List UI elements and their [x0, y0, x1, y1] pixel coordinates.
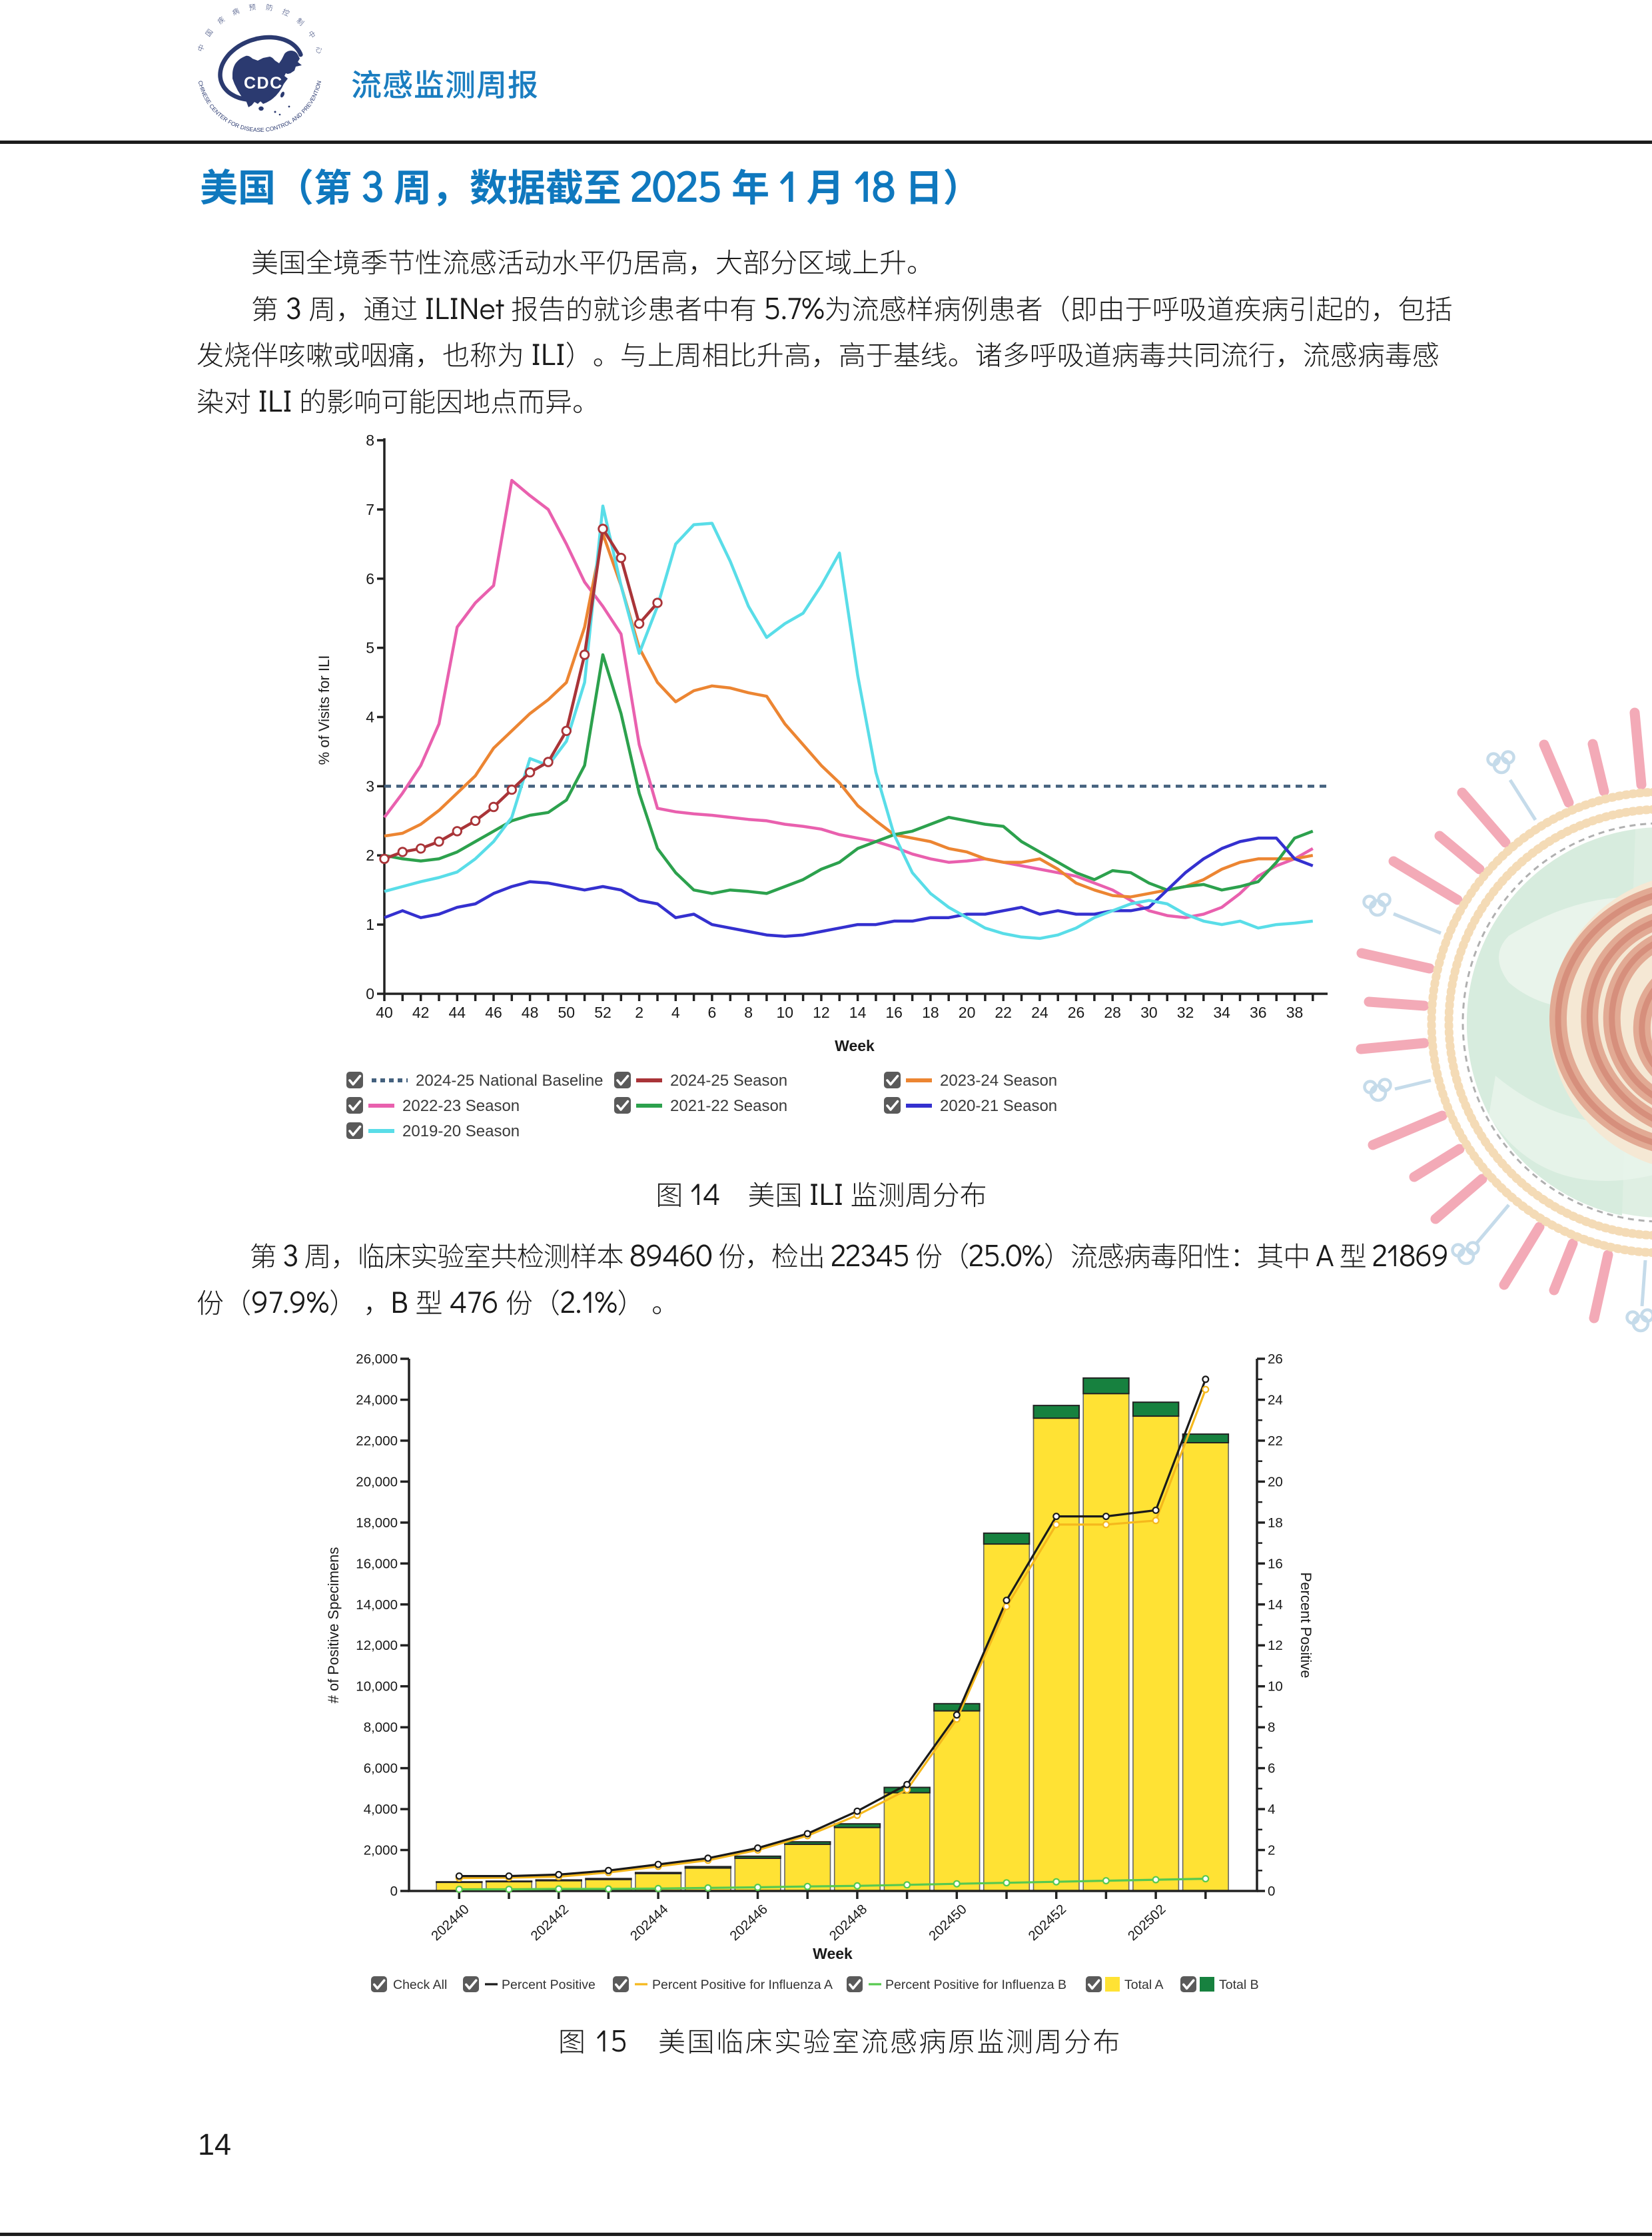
svg-text:6: 6 [708, 1004, 717, 1021]
svg-text:10: 10 [1268, 1679, 1283, 1694]
svg-text:202448: 202448 [827, 1902, 871, 1944]
svg-text:2: 2 [366, 847, 374, 864]
svg-text:6: 6 [366, 570, 374, 587]
svg-text:Total A: Total A [1124, 1978, 1164, 1992]
svg-text:14: 14 [1268, 1597, 1283, 1613]
svg-text:2019-20 Season: 2019-20 Season [402, 1122, 520, 1140]
svg-text:46: 46 [485, 1004, 502, 1021]
svg-text:24: 24 [1031, 1004, 1048, 1021]
svg-text:202502: 202502 [1125, 1902, 1169, 1944]
svg-text:4: 4 [366, 709, 374, 726]
svg-text:Total B: Total B [1219, 1978, 1259, 1992]
svg-text:16,000: 16,000 [356, 1556, 398, 1571]
svg-text:0: 0 [366, 985, 374, 1002]
svg-text:14,000: 14,000 [356, 1597, 398, 1613]
svg-text:心: 心 [313, 45, 325, 55]
svg-text:0: 0 [390, 1884, 398, 1899]
svg-text:1: 1 [366, 916, 374, 933]
svg-text:2021-22 Season: 2021-22 Season [670, 1097, 787, 1115]
svg-text:28: 28 [1104, 1004, 1121, 1021]
svg-text:Percent Positive for Influenza: Percent Positive for Influenza B [885, 1978, 1066, 1992]
svg-text:38: 38 [1286, 1004, 1304, 1021]
svg-text:2024-25 National Baseline: 2024-25 National Baseline [416, 1072, 604, 1090]
svg-text:2: 2 [635, 1004, 643, 1021]
svg-text:16: 16 [1268, 1556, 1283, 1571]
svg-text:40: 40 [376, 1004, 393, 1021]
svg-text:18: 18 [1268, 1515, 1283, 1531]
svg-text:18,000: 18,000 [356, 1515, 398, 1531]
svg-text:# of Positive Specimens: # of Positive Specimens [325, 1547, 342, 1704]
svg-text:202452: 202452 [1025, 1902, 1069, 1944]
svg-text:6,000: 6,000 [364, 1761, 398, 1776]
svg-text:10,000: 10,000 [356, 1679, 398, 1694]
svg-text:22: 22 [995, 1004, 1012, 1021]
svg-text:中: 中 [195, 43, 207, 53]
svg-text:8,000: 8,000 [364, 1720, 398, 1735]
svg-text:44: 44 [449, 1004, 466, 1021]
svg-text:20,000: 20,000 [356, 1474, 398, 1489]
svg-text:202442: 202442 [528, 1902, 572, 1944]
svg-text:8: 8 [1268, 1720, 1275, 1735]
svg-text:预: 预 [248, 2, 256, 13]
svg-text:2020-21 Season: 2020-21 Season [940, 1097, 1057, 1115]
svg-text:18: 18 [922, 1004, 939, 1021]
svg-text:0: 0 [1268, 1884, 1275, 1899]
svg-text:36: 36 [1250, 1004, 1267, 1021]
svg-text:8: 8 [744, 1004, 753, 1021]
svg-text:3: 3 [366, 777, 374, 795]
svg-text:48: 48 [522, 1004, 539, 1021]
svg-text:CDC: CDC [244, 74, 283, 93]
svg-text:202444: 202444 [627, 1902, 671, 1944]
svg-text:Percent Positive: Percent Positive [1298, 1573, 1314, 1679]
svg-text:2022-23 Season: 2022-23 Season [402, 1097, 520, 1115]
svg-text:4,000: 4,000 [364, 1802, 398, 1817]
svg-text:防: 防 [265, 2, 274, 13]
svg-text:20: 20 [959, 1004, 976, 1021]
svg-text:14: 14 [849, 1004, 867, 1021]
svg-text:20: 20 [1268, 1474, 1283, 1489]
svg-text:Check All: Check All [393, 1978, 447, 1992]
svg-text:Week: Week [813, 1945, 853, 1962]
svg-text:Percent Positive: Percent Positive [502, 1978, 596, 1992]
svg-text:12: 12 [1268, 1638, 1283, 1653]
svg-text:12: 12 [813, 1004, 830, 1021]
svg-text:10: 10 [777, 1004, 794, 1021]
svg-text:22,000: 22,000 [356, 1433, 398, 1449]
svg-text:7: 7 [366, 501, 374, 518]
svg-text:% of Visits for ILI: % of Visits for ILI [316, 655, 332, 765]
svg-text:50: 50 [558, 1004, 576, 1021]
svg-text:32: 32 [1177, 1004, 1194, 1021]
svg-text:26: 26 [1268, 1351, 1283, 1367]
svg-text:Week: Week [835, 1037, 875, 1054]
svg-text:2,000: 2,000 [364, 1843, 398, 1858]
svg-text:30: 30 [1140, 1004, 1158, 1021]
svg-text:4: 4 [671, 1004, 680, 1021]
svg-text:202440: 202440 [428, 1902, 472, 1944]
svg-text:5: 5 [366, 639, 374, 657]
svg-text:2: 2 [1268, 1843, 1275, 1858]
svg-text:22: 22 [1268, 1433, 1283, 1449]
svg-text:16: 16 [885, 1004, 903, 1021]
svg-text:4: 4 [1268, 1802, 1275, 1817]
svg-text:202450: 202450 [926, 1902, 970, 1944]
svg-text:202446: 202446 [727, 1902, 771, 1944]
svg-text:26: 26 [1068, 1004, 1085, 1021]
svg-text:2023-24 Season: 2023-24 Season [940, 1072, 1057, 1090]
svg-text:6: 6 [1268, 1761, 1275, 1776]
svg-text:26,000: 26,000 [356, 1351, 398, 1367]
svg-text:Percent Positive for Influenza: Percent Positive for Influenza A [652, 1978, 833, 1992]
svg-text:24,000: 24,000 [356, 1393, 398, 1408]
svg-text:2024-25 Season: 2024-25 Season [670, 1072, 787, 1090]
svg-text:34: 34 [1213, 1004, 1230, 1021]
svg-text:52: 52 [594, 1004, 612, 1021]
svg-text:24: 24 [1268, 1393, 1283, 1408]
svg-text:12,000: 12,000 [356, 1638, 398, 1653]
svg-text:42: 42 [412, 1004, 430, 1021]
svg-text:8: 8 [366, 432, 374, 449]
